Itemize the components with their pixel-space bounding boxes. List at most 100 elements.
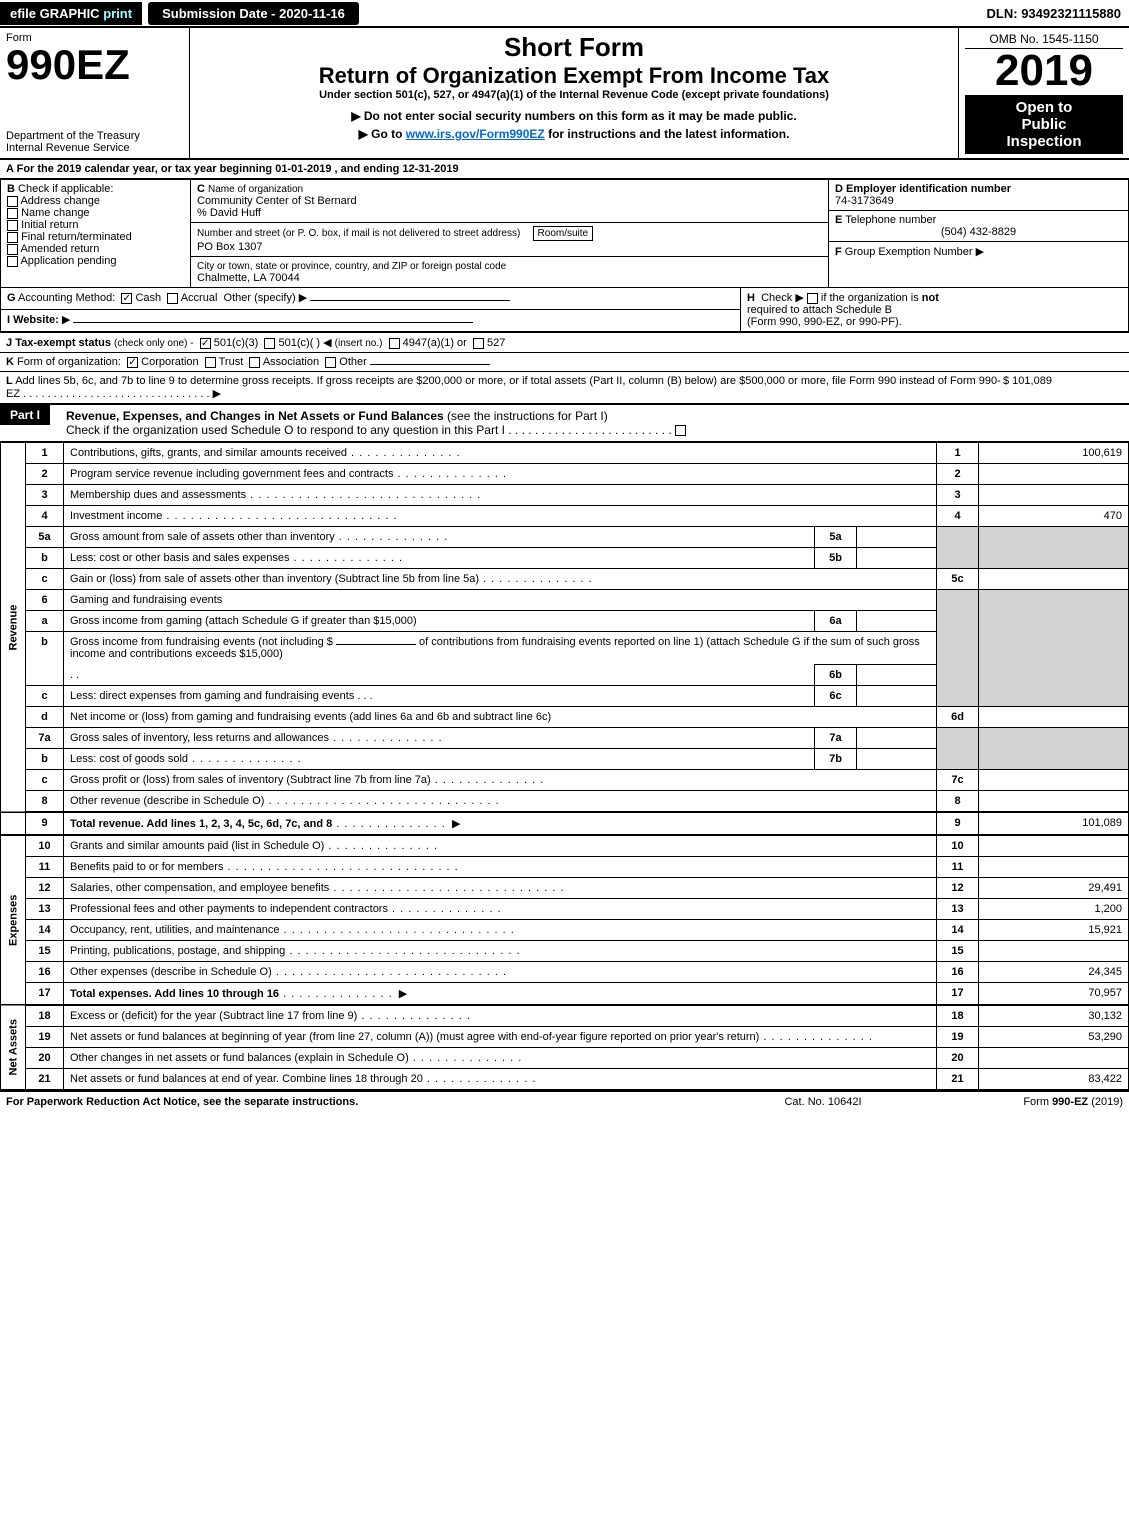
checkbox-app-pending[interactable] <box>7 256 18 267</box>
r7c-desc: Gross profit or (loss) from sales of inv… <box>64 770 937 791</box>
name-change: Name change <box>21 207 90 219</box>
r9-amt: 101,089 <box>979 812 1129 835</box>
do-not-enter: Do not enter social security numbers on … <box>196 109 952 123</box>
checkbox-527[interactable] <box>473 338 484 349</box>
website-input[interactable] <box>73 322 473 323</box>
header-right-col: OMB No. 1545-1150 2019 Open to Public In… <box>959 28 1129 158</box>
part1-badge: Part I <box>0 405 50 425</box>
r4-box: 4 <box>937 506 979 527</box>
r8-amt <box>979 791 1129 813</box>
r8-num: 8 <box>26 791 64 813</box>
r16-num: 16 <box>26 962 64 983</box>
r21-desc-text: Net assets or fund balances at end of ye… <box>70 1073 423 1085</box>
line-h-3: (Form 990, 990-EZ, or 990-PF). <box>747 316 902 328</box>
r17-num: 17 <box>26 983 64 1006</box>
r2-box: 2 <box>937 464 979 485</box>
checkbox-trust[interactable] <box>205 357 216 368</box>
r20-desc: Other changes in net assets or fund bala… <box>64 1048 937 1069</box>
r7c-box: 7c <box>937 770 979 791</box>
label-addr: Number and street (or P. O. box, if mail… <box>197 228 520 239</box>
efile-tab[interactable]: efile GRAPHIC print <box>0 2 142 25</box>
r5b-num: b <box>26 548 64 569</box>
r7b-num: b <box>26 749 64 770</box>
irs-link[interactable]: www.irs.gov/Form990EZ <box>406 127 545 141</box>
sidebar-revenue: Revenue <box>1 443 26 813</box>
r12-amt: 29,491 <box>979 878 1129 899</box>
form-marker-year: (2019) <box>1088 1096 1123 1108</box>
street-addr: PO Box 1307 <box>197 241 262 253</box>
under-section: Under section 501(c), 527, or 4947(a)(1)… <box>196 89 952 101</box>
r15-num: 15 <box>26 941 64 962</box>
checkbox-name-change[interactable] <box>7 208 18 219</box>
line-j-tail: (check only one) - <box>114 338 193 349</box>
r6b-contrib-input[interactable] <box>336 644 416 645</box>
checkbox-final-return[interactable] <box>7 232 18 243</box>
r6c-num: c <box>26 686 64 707</box>
r17-amt: 70,957 <box>979 983 1129 1006</box>
r10-box: 10 <box>937 835 979 857</box>
r11-amt <box>979 857 1129 878</box>
checkbox-cash[interactable] <box>121 293 132 304</box>
r7c-num: c <box>26 770 64 791</box>
form-header: Form 990EZ Department of the Treasury In… <box>0 28 1129 160</box>
checkbox-501c[interactable] <box>264 338 275 349</box>
paperwork-notice: For Paperwork Reduction Act Notice, see … <box>6 1096 723 1108</box>
r13-desc-text: Professional fees and other payments to … <box>70 903 388 915</box>
r7a-subamt <box>857 728 937 749</box>
r11-desc: Benefits paid to or for members <box>64 857 937 878</box>
checkbox-amended-return[interactable] <box>7 244 18 255</box>
checkbox-501c3[interactable] <box>200 338 211 349</box>
r6c-sub: 6c <box>815 686 857 707</box>
r6b-num: b <box>26 632 64 686</box>
form-number: 990EZ <box>6 44 183 86</box>
block-c-city: City or town, state or province, country… <box>191 257 829 288</box>
other-specify: Other (specify) <box>224 292 296 304</box>
other-specify-input[interactable] <box>310 300 510 301</box>
checkbox-address-change[interactable] <box>7 196 18 207</box>
checkbox-corp[interactable] <box>127 357 138 368</box>
r5b-desc-text: Less: cost or other basis and sales expe… <box>70 552 290 564</box>
lines-table: Revenue 1 Contributions, gifts, grants, … <box>0 442 1129 1090</box>
r18-amt: 30,132 <box>979 1005 1129 1027</box>
r5b-subamt <box>857 548 937 569</box>
checkbox-accrual[interactable] <box>167 293 178 304</box>
line-h-check: Check ▶ <box>761 292 804 304</box>
room-suite: Room/suite <box>533 226 594 241</box>
r2-desc: Program service revenue including govern… <box>64 464 937 485</box>
r19-desc-text: Net assets or fund balances at beginning… <box>70 1031 759 1043</box>
r20-box: 20 <box>937 1048 979 1069</box>
tax-year: 2019 <box>965 49 1123 93</box>
checkbox-4947[interactable] <box>389 338 400 349</box>
r16-box: 16 <box>937 962 979 983</box>
r6a-num: a <box>26 611 64 632</box>
checkbox-initial-return[interactable] <box>7 220 18 231</box>
insert-no: (insert no.) <box>335 338 383 349</box>
r1-desc: Contributions, gifts, grants, and simila… <box>64 443 937 464</box>
opt-4947: 4947(a)(1) or <box>403 337 467 349</box>
opt-527: 527 <box>487 337 505 349</box>
other-org-input[interactable] <box>370 364 490 365</box>
line-a: A For the 2019 calendar year, or tax yea… <box>0 160 1129 179</box>
r6-shaded-box <box>937 590 979 707</box>
r6b-desc2: . . <box>64 665 815 686</box>
sidebar-netassets: Net Assets <box>1 1005 26 1090</box>
checkbox-part1-schedule-o[interactable] <box>675 425 686 436</box>
checkbox-other-org[interactable] <box>325 357 336 368</box>
r18-desc: Excess or (deficit) for the year (Subtra… <box>64 1005 937 1027</box>
r14-num: 14 <box>26 920 64 941</box>
efile-print-link[interactable]: print <box>103 6 132 21</box>
r1-box: 1 <box>937 443 979 464</box>
r4-amt: 470 <box>979 506 1129 527</box>
checkbox-assoc[interactable] <box>249 357 260 368</box>
r6a-subamt <box>857 611 937 632</box>
r5a-num: 5a <box>26 527 64 548</box>
r14-desc: Occupancy, rent, utilities, and maintena… <box>64 920 937 941</box>
sidebar-expenses: Expenses <box>1 835 26 1005</box>
line-k: K Form of organization: Corporation Trus… <box>0 352 1129 371</box>
checkbox-h[interactable] <box>807 293 818 304</box>
r13-desc: Professional fees and other payments to … <box>64 899 937 920</box>
header-left-col: Form 990EZ Department of the Treasury In… <box>0 28 190 158</box>
part1-sub: (see the instructions for Part I) <box>447 409 608 423</box>
r6-num: 6 <box>26 590 64 611</box>
cash: Cash <box>135 292 161 304</box>
